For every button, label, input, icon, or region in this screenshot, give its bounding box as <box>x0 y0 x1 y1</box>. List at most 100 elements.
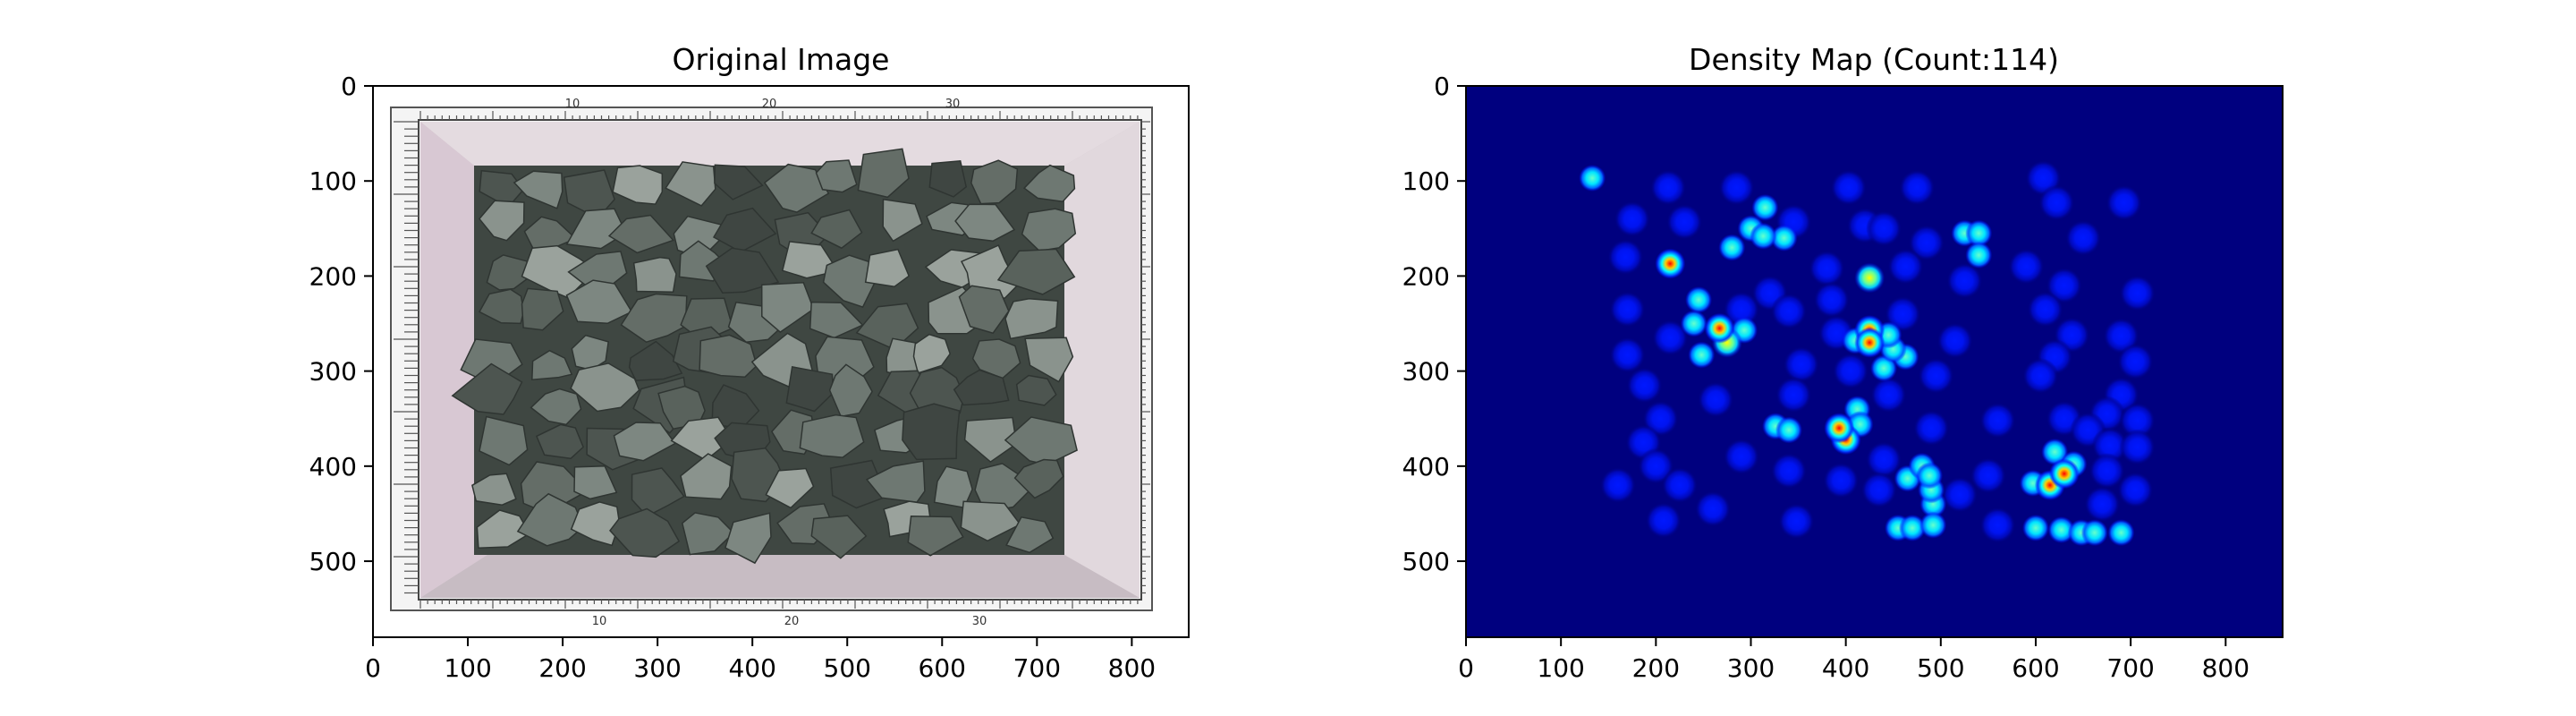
ruler-numbers: 10 20 30 10 20 30 <box>565 98 987 628</box>
rock <box>535 423 584 460</box>
density-blob <box>1809 250 1845 286</box>
rock <box>570 362 640 413</box>
rock <box>714 164 764 200</box>
y-tick-label: 200 <box>309 261 357 291</box>
x-axis-density: 0 100 200 300 400 500 600 700 800 <box>1458 637 2250 683</box>
rock <box>476 509 530 549</box>
density-blob <box>1607 239 1644 276</box>
rock <box>486 254 533 291</box>
rock <box>479 415 529 466</box>
ruler-ticks <box>394 111 1150 609</box>
density-blob <box>1751 193 1779 221</box>
density-blob <box>1813 282 1850 318</box>
density-blob <box>1870 377 1907 413</box>
density-blob <box>1783 346 1819 383</box>
rock <box>531 349 573 381</box>
y-tick-label: 300 <box>309 357 357 387</box>
density-blob <box>1718 169 1755 206</box>
density-blob <box>1942 476 1978 513</box>
density-blob <box>1936 322 1973 359</box>
rock <box>958 285 1010 335</box>
density-blob <box>1854 327 1885 358</box>
density-blob <box>1688 341 1716 369</box>
x-tick-label: 700 <box>2106 653 2154 683</box>
rock <box>815 159 858 193</box>
density-blob <box>1666 203 1703 240</box>
rock <box>565 208 627 250</box>
rock <box>665 161 716 207</box>
density-blob <box>2119 275 2156 311</box>
rock <box>724 512 772 565</box>
rock <box>712 207 777 253</box>
density-blob <box>1946 262 1983 299</box>
rock <box>902 403 961 461</box>
density-blob <box>2041 438 2069 465</box>
density-blob <box>1824 413 1855 444</box>
x-tick-label: 100 <box>1537 653 1584 683</box>
density-blob <box>1698 381 1734 418</box>
density-blob <box>1655 248 1686 279</box>
y-axis-original: 0 100 200 300 400 500 <box>309 72 373 576</box>
rock <box>565 279 633 325</box>
rock <box>612 165 664 205</box>
rock <box>1004 298 1059 340</box>
rock <box>928 159 968 198</box>
density-blob <box>1599 467 1636 504</box>
axes-frame-density <box>1465 85 2284 638</box>
density-blob <box>1750 222 1777 250</box>
rock <box>760 282 815 334</box>
rock <box>632 256 677 293</box>
density-blob <box>1645 502 1682 539</box>
density-blob <box>1918 357 1954 394</box>
density-blob <box>1916 462 1944 490</box>
rock <box>478 200 525 242</box>
density-blob <box>1913 410 1950 447</box>
y-tick-label: 500 <box>1402 547 1450 576</box>
density-blob <box>1887 248 1924 285</box>
rock <box>882 198 923 243</box>
density-blob <box>1652 320 1689 356</box>
rock <box>705 247 780 294</box>
y-axis-density: 0 100 200 300 400 500 <box>1402 72 1466 576</box>
density-blob <box>1771 453 1807 490</box>
density-blob <box>1661 467 1698 504</box>
x-tick-label: 0 <box>365 653 381 683</box>
density-blob <box>2117 472 2154 508</box>
axes-frame-original <box>372 85 1190 638</box>
density-map-panel: Density Map (Count:114) 0 100 200 300 400 500… <box>1402 42 2284 683</box>
density-blob <box>2080 519 2108 547</box>
rock <box>516 492 585 547</box>
y-tick-label: 0 <box>341 72 357 101</box>
rock <box>963 416 1018 464</box>
rock <box>1005 516 1055 554</box>
rock <box>609 507 681 558</box>
density-blob <box>1965 219 1993 247</box>
density-blob <box>1775 416 1802 444</box>
density-blob <box>1638 448 1674 484</box>
density-blob <box>2089 453 2125 490</box>
rock <box>680 453 733 500</box>
density-blob <box>1899 169 1936 206</box>
density-blob <box>1979 507 2016 543</box>
density-blob <box>2106 184 2142 221</box>
rock <box>607 214 675 254</box>
density-blob <box>1965 242 1993 268</box>
y-tick-label: 200 <box>1402 261 1450 291</box>
rock <box>1013 458 1064 499</box>
x-tick-label: 700 <box>1013 653 1061 683</box>
density-blob <box>1614 200 1650 237</box>
x-tick-label: 800 <box>2202 653 2250 683</box>
rock <box>451 362 523 415</box>
rock <box>530 388 582 426</box>
density-heatmap <box>1466 86 2283 637</box>
density-blob <box>2119 429 2156 465</box>
density-blob <box>1778 503 1815 540</box>
rock <box>996 248 1076 295</box>
y-tick-label: 100 <box>309 166 357 196</box>
rock <box>570 501 621 547</box>
x-tick-label: 200 <box>1632 653 1680 683</box>
x-tick-label: 400 <box>728 653 775 683</box>
density-blob <box>1579 165 1606 192</box>
rock <box>1022 164 1076 202</box>
